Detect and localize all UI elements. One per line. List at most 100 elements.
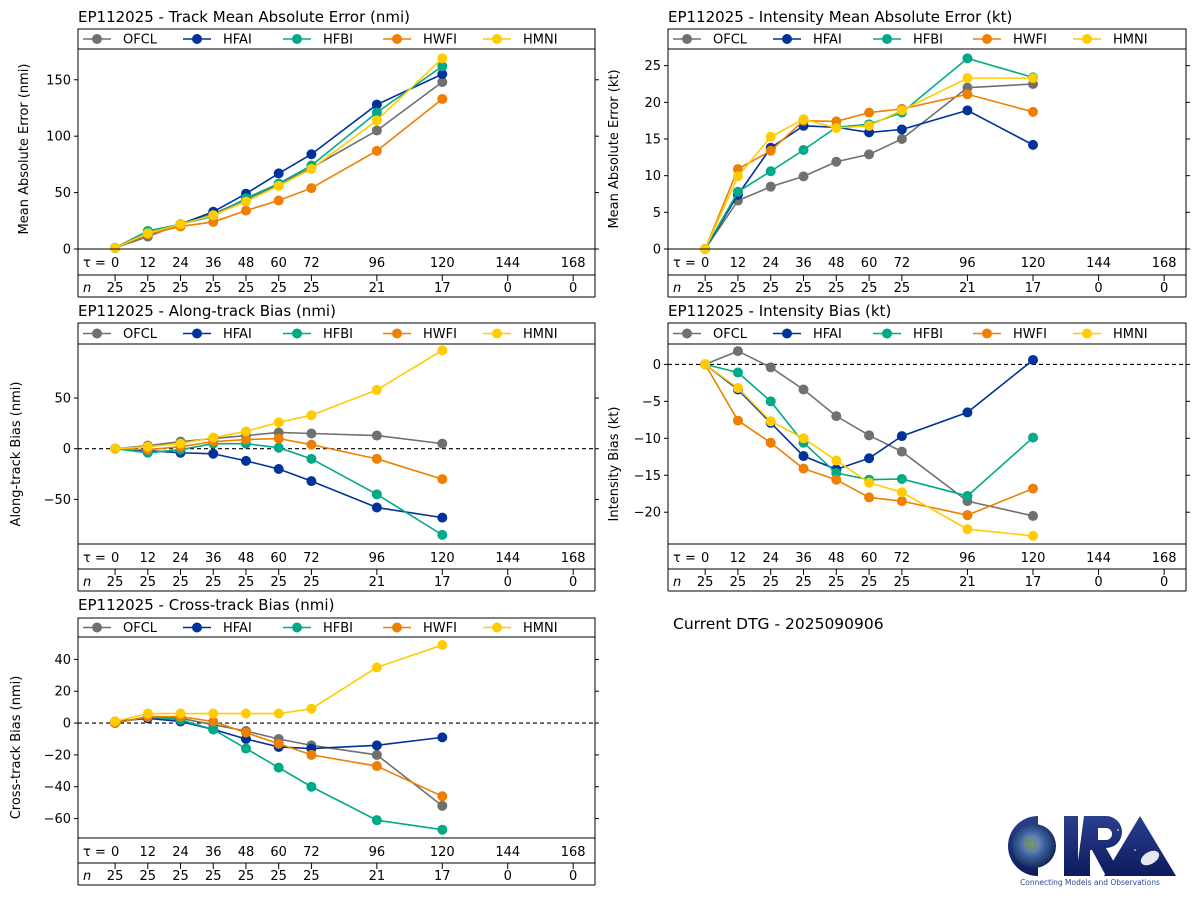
y-tick-label: −5 xyxy=(642,395,661,410)
data-point-hmni xyxy=(208,210,219,221)
x-tick-label-tau: 0 xyxy=(111,845,119,860)
data-point-hfbi xyxy=(240,743,251,754)
legend-marker xyxy=(392,328,402,339)
series-line-hmni xyxy=(704,77,1034,250)
count-prefix-label: n xyxy=(673,575,681,590)
y-tick-label: −60 xyxy=(44,812,71,827)
data-point-hmni xyxy=(371,384,382,395)
x-tick-label-count: 25 xyxy=(861,575,878,590)
data-point-hfbi xyxy=(798,145,809,155)
chart-panel-intensity-mae: EP112025 - Intensity Mean Absolute Error… xyxy=(607,8,1190,298)
y-tick-label: −50 xyxy=(44,493,71,508)
legend-item-hwfi: HWFI xyxy=(383,327,457,342)
data-point-hmni xyxy=(371,662,382,673)
x-tick-label-count: 25 xyxy=(828,575,845,590)
data-point-hmni xyxy=(142,708,153,719)
data-point-hwfi xyxy=(962,510,973,521)
data-point-hfai xyxy=(1028,139,1039,150)
data-point-ofcl xyxy=(1028,510,1039,521)
x-tick-label-tau: 36 xyxy=(205,551,222,566)
series-line-hfbi xyxy=(114,65,443,249)
legend-label: HFAI xyxy=(813,327,842,342)
data-point-hfbi xyxy=(437,824,448,835)
cira-logo: Connecting Models and Observations xyxy=(1008,816,1176,887)
logo-letter-c xyxy=(1008,816,1038,876)
y-axis-label: Along-track Bias (nmi) xyxy=(9,382,24,527)
data-point-hmni xyxy=(1028,73,1039,84)
y-tick-label: 50 xyxy=(54,186,71,201)
chart-title: EP112025 - Along-track Bias (nmi) xyxy=(78,302,336,320)
x-tick-label-tau: 60 xyxy=(270,256,287,271)
x-tick-label-tau: 36 xyxy=(205,256,222,271)
data-point-hwfi xyxy=(273,738,284,749)
legend-item-hfai: HFAI xyxy=(183,327,252,342)
x-tick-label-count: 21 xyxy=(369,869,386,884)
data-point-hmni xyxy=(962,524,973,535)
data-point-hmni xyxy=(831,455,842,466)
y-axis-label: Mean Absolute Error (kt) xyxy=(607,69,622,228)
legend-marker xyxy=(392,34,402,44)
x-tick-label-tau: 144 xyxy=(495,845,520,860)
x-tick-label-tau: 36 xyxy=(795,551,812,566)
y-tick-label: 150 xyxy=(46,73,71,88)
data-point-hmni xyxy=(437,345,448,356)
legend-item-hfai: HFAI xyxy=(773,33,842,48)
data-point-hmni xyxy=(765,416,776,427)
data-point-hfai xyxy=(962,407,973,418)
data-point-ofcl xyxy=(798,171,809,182)
legend-marker xyxy=(392,622,402,633)
data-point-hmni xyxy=(798,114,809,125)
legend-marker xyxy=(292,34,302,44)
tau-prefix-label: τ = xyxy=(673,256,696,271)
x-tick-label-tau: 60 xyxy=(270,551,287,566)
x-tick-label-tau: 0 xyxy=(111,551,119,566)
data-point-hfbi xyxy=(273,762,284,773)
data-point-hmni xyxy=(437,640,448,651)
data-point-hfai xyxy=(208,448,219,459)
x-tick-label-tau: 24 xyxy=(762,256,779,271)
x-tick-label-count: 25 xyxy=(303,575,320,590)
data-point-hfbi xyxy=(1028,432,1039,443)
legend-marker xyxy=(682,34,692,44)
legend-marker xyxy=(192,622,202,633)
chart-title: EP112025 - Intensity Bias (kt) xyxy=(668,302,891,320)
data-point-hmni xyxy=(896,487,907,498)
y-tick-label: 0 xyxy=(63,717,71,732)
x-tick-label-count: 25 xyxy=(172,869,189,884)
data-point-hwfi xyxy=(831,474,842,485)
legend-item-ofcl: OFCL xyxy=(673,327,748,342)
legend-label: HWFI xyxy=(423,621,457,636)
data-point-hfai xyxy=(962,105,973,116)
data-point-hwfi xyxy=(1028,483,1039,494)
x-tick-label-tau: 0 xyxy=(701,551,709,566)
x-tick-label-tau: 168 xyxy=(1152,551,1177,566)
data-point-hmni xyxy=(371,115,382,126)
data-point-hfai xyxy=(273,168,284,179)
legend-item-ofcl: OFCL xyxy=(83,621,158,636)
y-tick-label: 40 xyxy=(54,653,71,668)
series-line-hmni xyxy=(704,363,1034,537)
series-line-hfai xyxy=(704,359,1034,471)
x-tick-label-tau: 96 xyxy=(369,845,386,860)
legend-marker xyxy=(982,34,992,44)
data-point-hwfi xyxy=(306,439,317,450)
data-point-hwfi xyxy=(371,761,382,772)
x-tick-label-count: 25 xyxy=(303,281,320,296)
legend-marker xyxy=(492,622,502,633)
y-tick-label: −10 xyxy=(634,432,661,447)
legend-item-hwfi: HWFI xyxy=(973,327,1047,342)
x-tick-label-count: 17 xyxy=(1025,281,1042,296)
data-point-hfbi xyxy=(208,724,219,735)
data-point-hfai xyxy=(240,455,251,466)
logo-letter-a xyxy=(1104,816,1176,876)
x-tick-label-count: 0 xyxy=(569,575,577,590)
data-point-hwfi xyxy=(864,107,875,118)
data-point-hwfi xyxy=(864,492,875,503)
y-axis-label: Cross-track Bias (nmi) xyxy=(9,676,24,820)
x-tick-label-tau: 12 xyxy=(730,551,747,566)
x-tick-label-count: 25 xyxy=(172,281,189,296)
x-tick-label-count: 25 xyxy=(140,281,157,296)
x-tick-label-tau: 168 xyxy=(561,551,586,566)
y-tick-label: 50 xyxy=(54,392,71,407)
